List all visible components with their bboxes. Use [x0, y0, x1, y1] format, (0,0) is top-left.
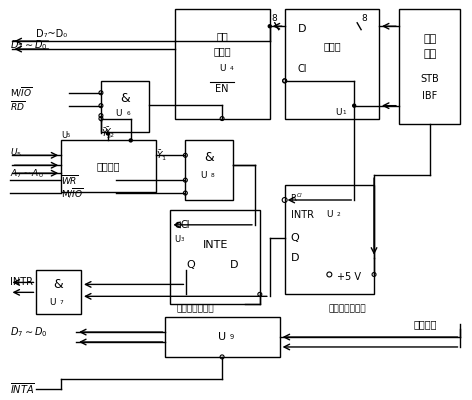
Text: $\overline{INTA}$: $\overline{INTA}$	[9, 381, 34, 396]
Text: U: U	[175, 235, 181, 244]
Text: 中断屏蔽触发器: 中断屏蔽触发器	[177, 305, 214, 314]
Text: $\bar{Y}_2$: $\bar{Y}_2$	[101, 126, 112, 141]
Bar	[61, 140, 156, 192]
Text: INTR: INTR	[9, 278, 33, 288]
Text: $A_7\sim A_0$: $A_7\sim A_0$	[9, 168, 43, 180]
Text: $\overline{RD}$: $\overline{RD}$	[9, 99, 25, 113]
Text: INTE: INTE	[202, 240, 228, 250]
Text: D: D	[291, 252, 299, 262]
Text: &: &	[53, 278, 63, 291]
Text: $_6$: $_6$	[126, 109, 131, 118]
Text: IBF: IBF	[422, 91, 437, 101]
Text: +5 V: +5 V	[337, 272, 361, 282]
Text: Cl: Cl	[180, 220, 190, 230]
Text: 锁存器: 锁存器	[323, 41, 341, 51]
Text: U: U	[49, 298, 56, 307]
Text: Q: Q	[186, 260, 195, 270]
Text: STB: STB	[420, 74, 439, 84]
Text: $_{Cl}$: $_{Cl}$	[295, 190, 303, 200]
Bar	[36, 270, 81, 314]
Text: 输入: 输入	[423, 34, 436, 44]
Text: $_4$: $_4$	[229, 64, 235, 74]
Circle shape	[129, 139, 132, 142]
Text: $\overline{WR}$: $\overline{WR}$	[61, 173, 78, 187]
Text: Cl: Cl	[297, 64, 307, 74]
Text: $_5$: $_5$	[66, 131, 71, 140]
Text: $_1$: $_1$	[342, 108, 347, 117]
Text: $_7$: $_7$	[59, 298, 65, 307]
Text: U: U	[335, 108, 342, 117]
Text: INTR: INTR	[291, 210, 313, 220]
Text: &: &	[204, 151, 214, 164]
Bar	[101, 81, 149, 132]
Text: D: D	[297, 24, 306, 34]
Bar	[166, 317, 280, 357]
Text: Q: Q	[291, 233, 299, 243]
Bar	[185, 140, 233, 200]
Text: $_2$: $_2$	[336, 210, 342, 219]
Text: U: U	[218, 332, 226, 342]
Text: $\bar{Y}_2$: $\bar{Y}_2$	[104, 125, 115, 140]
Text: 地址译码: 地址译码	[96, 161, 119, 171]
Text: D: D	[230, 260, 238, 270]
Text: 8: 8	[272, 14, 278, 23]
Text: R: R	[291, 194, 296, 202]
Text: $U_5$: $U_5$	[9, 146, 22, 158]
Bar	[285, 185, 374, 294]
Text: U: U	[61, 131, 67, 140]
Text: $D_7\sim D_0$: $D_7\sim D_0$	[9, 38, 47, 52]
Bar	[285, 9, 379, 118]
Text: $\bar{Y}_1$: $\bar{Y}_1$	[156, 148, 167, 162]
Bar	[176, 9, 270, 118]
Text: $_8$: $_8$	[210, 171, 216, 180]
Circle shape	[353, 104, 356, 107]
Bar	[399, 9, 460, 124]
Text: D₇~D₀: D₇~D₀	[36, 29, 67, 39]
Text: U: U	[326, 210, 333, 219]
Text: U: U	[200, 171, 206, 180]
Text: &: &	[120, 92, 130, 105]
Text: 中断请求触发器: 中断请求触发器	[329, 305, 366, 314]
Text: M/$\overline{IO}$: M/$\overline{IO}$	[9, 86, 32, 99]
Text: $D_7\sim D_0$: $D_7\sim D_0$	[9, 325, 47, 339]
Text: U: U	[116, 109, 122, 118]
Text: $_3$: $_3$	[180, 235, 185, 244]
Text: $_9$: $_9$	[229, 332, 235, 342]
Text: 8: 8	[361, 14, 367, 23]
Text: 中断译码: 中断译码	[414, 319, 437, 329]
Bar	[170, 210, 260, 304]
Text: 三态: 三态	[216, 31, 228, 41]
Text: M/$\overline{IO}$: M/$\overline{IO}$	[61, 186, 84, 200]
Text: U: U	[219, 64, 225, 74]
Circle shape	[268, 25, 271, 28]
Circle shape	[106, 132, 110, 135]
Text: 设备: 设备	[423, 49, 436, 59]
Text: 缓冲器: 缓冲器	[213, 46, 231, 56]
Text: EN: EN	[215, 84, 229, 94]
